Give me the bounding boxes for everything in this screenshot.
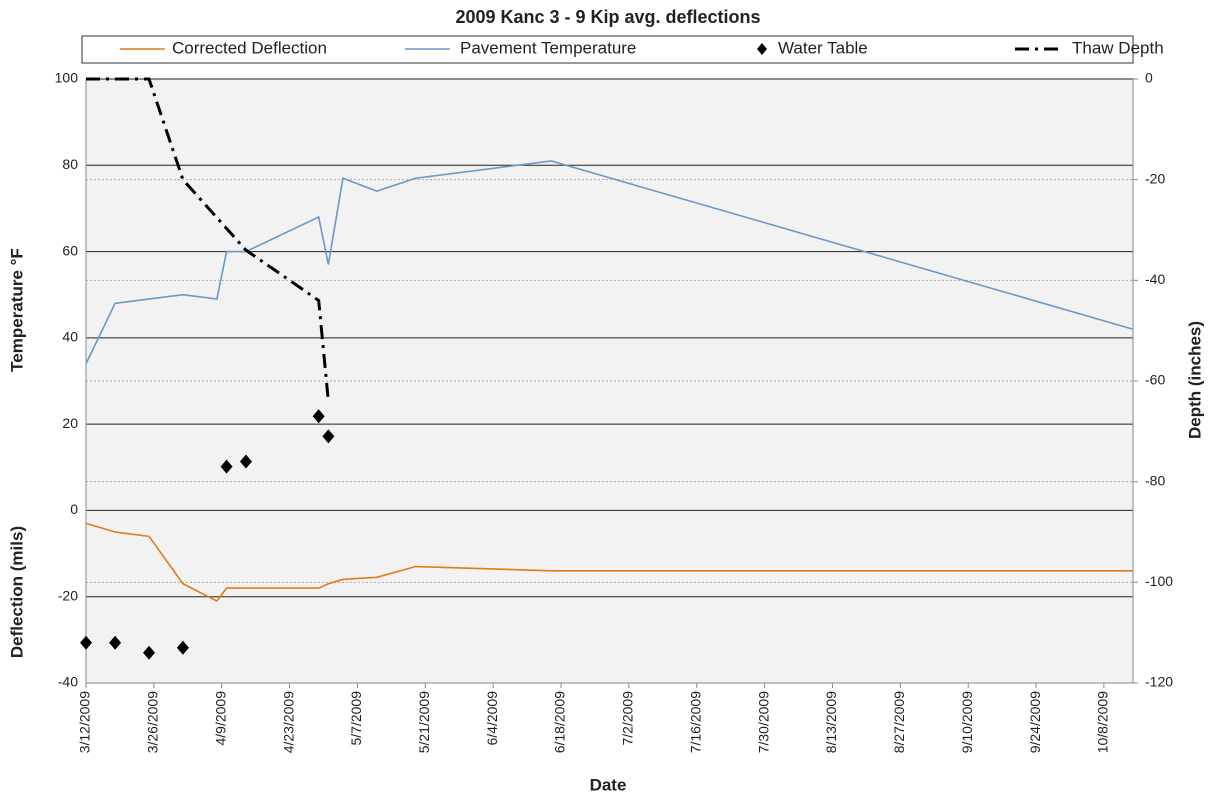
y2-tick-label: 0 bbox=[1145, 70, 1153, 86]
x-tick-label: 3/12/2009 bbox=[77, 691, 93, 753]
x-tick-label: 9/10/2009 bbox=[959, 691, 975, 753]
x-tick-label: 5/7/2009 bbox=[348, 691, 364, 746]
water-table-point bbox=[176, 640, 189, 655]
y2-axis-title: Depth (inches) bbox=[1185, 321, 1204, 439]
water-table-point bbox=[220, 459, 233, 474]
y-axis-title-lower: Deflection (mils) bbox=[7, 526, 26, 658]
x-tick-label: 9/24/2009 bbox=[1027, 691, 1043, 753]
y-axis-title: Temperature °F bbox=[7, 248, 26, 372]
chart-title: 2009 Kanc 3 - 9 Kip avg. deflections bbox=[455, 7, 760, 27]
y-tick-label: 0 bbox=[70, 501, 78, 517]
water-table-point bbox=[143, 645, 156, 660]
y-tick-label: 80 bbox=[62, 156, 78, 172]
x-tick-label: 4/9/2009 bbox=[212, 691, 228, 746]
y-tick-label: -20 bbox=[58, 587, 78, 603]
y2-tick-label: -120 bbox=[1145, 674, 1173, 690]
x-tick-label: 6/4/2009 bbox=[484, 691, 500, 746]
y-tick-label: 60 bbox=[62, 242, 78, 258]
series-line bbox=[85, 160, 1134, 365]
legend-label: Water Table bbox=[778, 38, 868, 57]
series-line bbox=[85, 522, 1133, 603]
x-tick-label: 6/18/2009 bbox=[552, 691, 568, 753]
y-tick-label: 100 bbox=[55, 70, 79, 86]
legend-box bbox=[81, 35, 1134, 64]
series-line bbox=[86, 77, 330, 402]
x-tick-label: 3/26/2009 bbox=[145, 691, 161, 753]
y2-tick-label: -40 bbox=[1145, 271, 1165, 287]
water-table-point bbox=[322, 429, 335, 444]
x-tick-label: 7/16/2009 bbox=[687, 691, 703, 753]
x-tick-label: 5/21/2009 bbox=[416, 691, 432, 753]
legend-label: Corrected Deflection bbox=[172, 38, 327, 57]
x-tick-label: 10/8/2009 bbox=[1095, 691, 1111, 753]
y-tick-label: 20 bbox=[62, 415, 78, 431]
x-tick-label: 8/27/2009 bbox=[891, 691, 907, 753]
x-tick-label: 7/2/2009 bbox=[620, 691, 636, 746]
legend-label: Thaw Depth bbox=[1072, 38, 1164, 57]
legend-label: Pavement Temperature bbox=[460, 38, 636, 57]
water-table-point bbox=[312, 409, 325, 424]
water-table-point bbox=[80, 635, 92, 650]
water-table-point bbox=[109, 635, 122, 650]
y-tick-label: 40 bbox=[62, 329, 78, 345]
legend-marker bbox=[757, 43, 767, 55]
y2-tick-label: -20 bbox=[1145, 170, 1165, 186]
x-tick-label: 4/23/2009 bbox=[280, 691, 296, 753]
x-tick-label: 8/13/2009 bbox=[823, 691, 839, 753]
x-axis-title: Date bbox=[590, 775, 627, 794]
y2-tick-label: -60 bbox=[1145, 372, 1165, 388]
y-tick-label: -40 bbox=[58, 674, 78, 690]
y2-tick-label: -100 bbox=[1145, 573, 1173, 589]
y2-tick-label: -80 bbox=[1145, 472, 1165, 488]
water-table-point bbox=[239, 454, 252, 469]
x-tick-label: 7/30/2009 bbox=[755, 691, 771, 753]
